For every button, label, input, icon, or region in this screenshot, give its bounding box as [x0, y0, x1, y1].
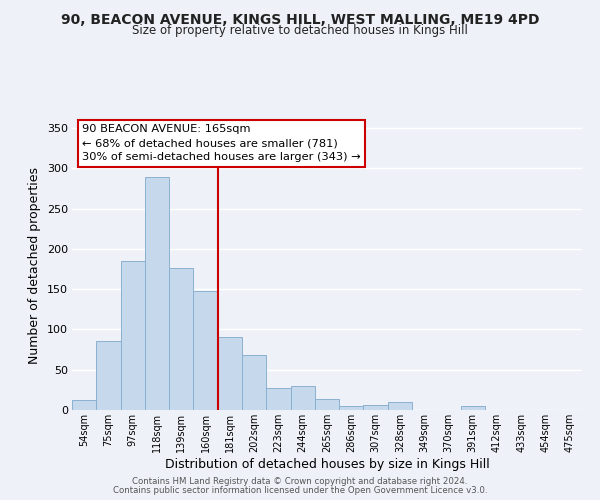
Text: 90, BEACON AVENUE, KINGS HILL, WEST MALLING, ME19 4PD: 90, BEACON AVENUE, KINGS HILL, WEST MALL…	[61, 12, 539, 26]
Bar	[193, 291, 218, 410]
Bar	[339, 406, 364, 410]
Text: 90 BEACON AVENUE: 165sqm
← 68% of detached houses are smaller (781)
30% of semi-: 90 BEACON AVENUE: 165sqm ← 68% of detach…	[82, 124, 361, 162]
Bar	[266, 388, 290, 410]
Y-axis label: Number of detached properties: Number of detached properties	[28, 166, 41, 364]
Bar	[461, 406, 485, 410]
Bar	[96, 340, 121, 410]
Bar	[388, 402, 412, 410]
Bar	[290, 386, 315, 410]
Text: Contains HM Land Registry data © Crown copyright and database right 2024.: Contains HM Land Registry data © Crown c…	[132, 477, 468, 486]
Bar	[72, 400, 96, 410]
Bar	[218, 336, 242, 410]
Bar	[145, 177, 169, 410]
Bar	[364, 405, 388, 410]
Bar	[315, 398, 339, 410]
Bar	[242, 355, 266, 410]
Bar	[169, 268, 193, 410]
Bar	[121, 261, 145, 410]
Text: Contains public sector information licensed under the Open Government Licence v3: Contains public sector information licen…	[113, 486, 487, 495]
Text: Size of property relative to detached houses in Kings Hill: Size of property relative to detached ho…	[132, 24, 468, 37]
X-axis label: Distribution of detached houses by size in Kings Hill: Distribution of detached houses by size …	[164, 458, 490, 470]
